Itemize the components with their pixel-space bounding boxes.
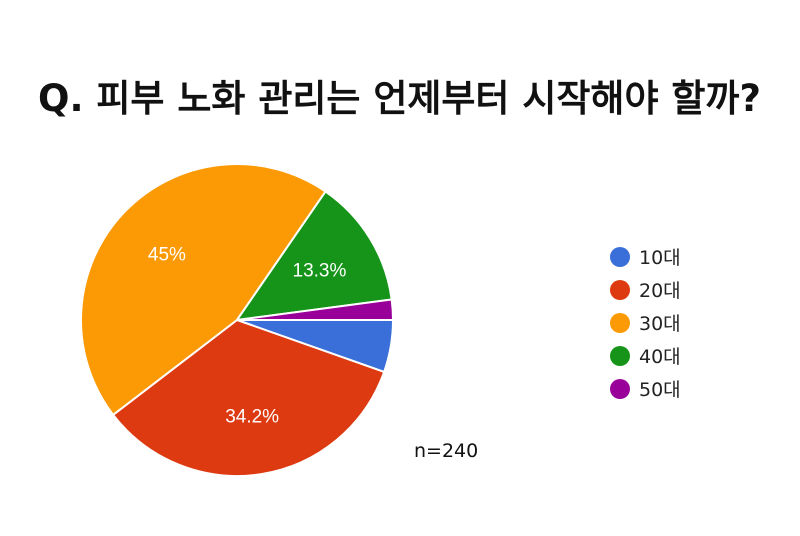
pie-data-label-2: 34.2% <box>225 407 279 428</box>
legend-swatch <box>610 378 630 399</box>
chart-legend: 10대 20대 30대 40대 50대 <box>610 240 681 405</box>
chart-title: Q. 피부 노화 관리는 언제부터 시작해야 할까? <box>38 77 761 120</box>
legend-swatch <box>610 246 630 267</box>
legend-label: 30대 <box>639 313 681 335</box>
pie-slice-5 <box>236 298 395 321</box>
legend-swatch <box>610 312 630 333</box>
legend-label: 50대 <box>639 379 681 401</box>
pie-data-label-3: 45% <box>148 244 186 265</box>
legend-swatch <box>610 279 630 300</box>
legend-label: 10대 <box>639 247 681 269</box>
legend-label: 40대 <box>639 346 681 368</box>
legend-item: 20대 <box>610 273 681 306</box>
sample-size-note: n=240 <box>414 440 479 462</box>
legend-item: 50대 <box>610 372 681 405</box>
legend-item: 30대 <box>610 306 681 339</box>
pie-slice-4 <box>234 190 393 322</box>
legend-label: 20대 <box>639 280 681 302</box>
pie-slice-3 <box>80 163 327 417</box>
pie-slice-2 <box>111 318 386 477</box>
legend-item: 40대 <box>610 339 681 372</box>
pie-data-label-4: 13.3% <box>293 260 347 281</box>
legend-swatch <box>610 345 630 366</box>
legend-item: 10대 <box>610 240 681 273</box>
